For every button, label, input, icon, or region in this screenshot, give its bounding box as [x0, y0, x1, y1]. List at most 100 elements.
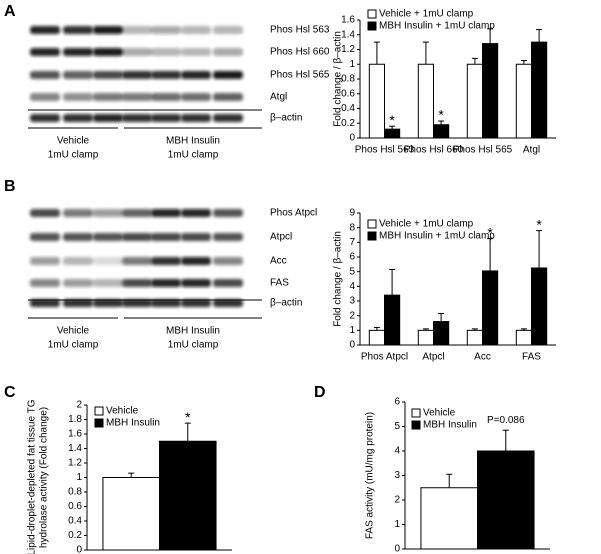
bar: [102, 477, 160, 551]
blot-band: [30, 48, 60, 56]
blot-band: [213, 26, 243, 34]
x-tick-label: Acc: [474, 352, 491, 363]
legend-label: MBH Insulin + 1mU clamp: [379, 231, 495, 242]
blot-band: [63, 257, 93, 265]
blot-band: [213, 299, 243, 307]
blot-row-label: Phos Hsl 563: [270, 25, 330, 36]
bar: [515, 329, 532, 346]
legend-swatch: [94, 418, 104, 428]
y-tick-label: 0: [349, 340, 355, 351]
y-tick-label: 1: [349, 325, 355, 336]
blot-row-label: Acc: [270, 256, 287, 267]
blot-band: [151, 209, 181, 217]
blot-band: [181, 257, 211, 265]
y-tick-label: 0: [76, 545, 82, 554]
y-tick-label: 0.6: [68, 501, 82, 512]
blot-band: [63, 93, 93, 101]
y-tick-label: 3: [394, 470, 400, 481]
group-label: MBH Insulin: [166, 326, 220, 337]
y-tick-label: 3: [349, 296, 355, 307]
x-tick-label: Phos Hsl 565: [453, 145, 513, 156]
blot-band: [122, 26, 152, 34]
x-tick-label: Atgl: [523, 145, 540, 156]
y-tick-label: 7: [349, 237, 355, 248]
legend-label: MBH Insulin: [106, 418, 160, 429]
blot-row-label: Phos Hsl 660: [270, 47, 330, 58]
y-tick-label: 2: [76, 400, 82, 411]
legend-label: Vehicle + 1mU clamp: [379, 9, 474, 20]
legend-swatch: [411, 408, 421, 418]
blot-band: [93, 48, 123, 56]
blot-band: [151, 233, 181, 241]
y-tick-label: 1.6: [68, 429, 82, 440]
group-label: 1mU clamp: [48, 340, 99, 351]
y-tick-label: 1: [349, 59, 355, 70]
blot-band: [93, 93, 123, 101]
blot-band: [181, 93, 211, 101]
blot-band: [63, 114, 93, 122]
y-tick-label: 1.2: [68, 458, 82, 469]
x-tick-label: Phos Hsl 660: [404, 145, 464, 156]
blot-band: [122, 114, 152, 122]
y-tick-label: 9: [349, 208, 355, 219]
blot-row-label: FAS: [270, 278, 289, 289]
blot-band: [213, 233, 243, 241]
y-axis-label: Lipid-droplet-depleted fat tissue TG: [27, 399, 38, 554]
blot-band: [93, 209, 123, 217]
y-tick-label: 6: [394, 397, 400, 408]
group-label: 1mU clamp: [168, 150, 219, 161]
y-axis-label: Fold change / β–actin: [333, 231, 344, 327]
y-tick-label: 0: [394, 544, 400, 554]
blot-band: [151, 299, 181, 307]
bar: [159, 440, 217, 551]
bar: [420, 487, 479, 550]
blot-row-label: Phos Atpcl: [270, 208, 317, 219]
blot-band: [93, 26, 123, 34]
y-tick-label: 6: [349, 252, 355, 263]
y-tick-label: 1: [394, 519, 400, 530]
panel-letter: B: [4, 178, 16, 195]
bar: [433, 124, 450, 139]
y-tick-label: 0.4: [341, 103, 355, 114]
bar: [417, 63, 434, 139]
blot-row-label: Atpcl: [270, 232, 292, 243]
panel-letter: C: [4, 384, 16, 401]
legend-label: Vehicle + 1mU clamp: [379, 219, 474, 230]
bar: [477, 450, 535, 550]
y-tick-label: 2: [394, 495, 400, 506]
blot-band: [30, 93, 60, 101]
blot-band: [122, 279, 152, 287]
blot-band: [181, 209, 211, 217]
blot-band: [30, 233, 60, 241]
y-tick-label: 1: [76, 472, 82, 483]
y-tick-label: 0.6: [341, 88, 355, 99]
blot-band: [213, 48, 243, 56]
y-tick-label: 0.8: [68, 487, 82, 498]
group-label: Vehicle: [57, 136, 90, 147]
legend-label: MBH Insulin + 1mU clamp: [379, 21, 495, 32]
blot-row-label: β–actin: [270, 298, 302, 309]
blot-band: [93, 257, 123, 265]
blot-band: [63, 233, 93, 241]
blot-band: [213, 71, 243, 79]
blot-band: [122, 233, 152, 241]
annotation: *: [185, 409, 191, 425]
bar: [384, 294, 401, 346]
bar: [384, 128, 401, 139]
blot-band: [151, 279, 181, 287]
legend-label: MBH Insulin: [423, 420, 477, 431]
group-label: MBH Insulin: [166, 136, 220, 147]
group-label: 1mU clamp: [168, 340, 219, 351]
annotation: P=0.086: [487, 415, 525, 426]
blot-band: [181, 26, 211, 34]
blot-band: [122, 48, 152, 56]
legend-swatch: [367, 219, 377, 229]
annotation: *: [536, 216, 542, 232]
y-tick-label: 1.4: [341, 29, 355, 40]
blot-band: [63, 299, 93, 307]
legend-swatch: [367, 9, 377, 19]
blot-band: [93, 299, 123, 307]
y-tick-label: 0.4: [68, 516, 82, 527]
blot-band: [30, 299, 60, 307]
bar: [531, 267, 548, 346]
